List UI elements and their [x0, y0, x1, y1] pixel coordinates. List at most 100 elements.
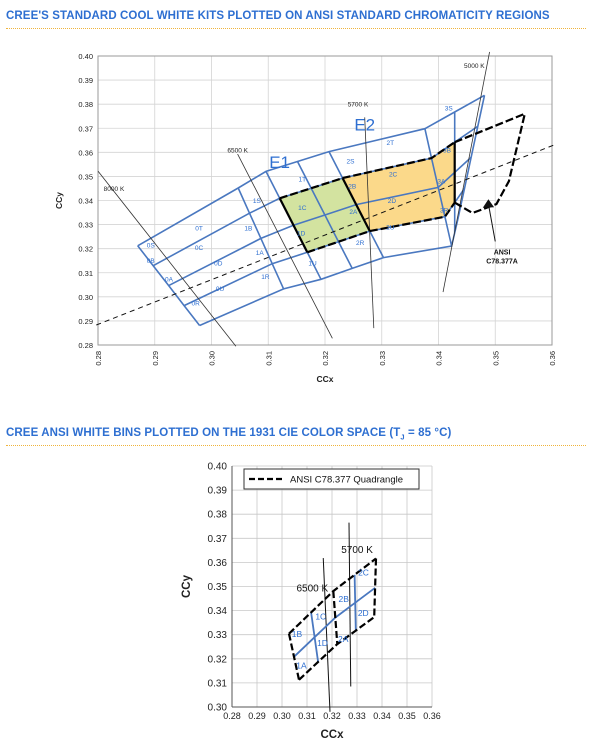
chart1-bin-label: 1U	[308, 261, 317, 268]
chart2-cct-label: 6500 K	[297, 583, 329, 594]
chart2-ytick-label: 0.31	[208, 678, 228, 689]
chart1-xtick-label: 0.28	[94, 351, 103, 366]
chart1-bin-label: 2D	[388, 198, 397, 205]
chart1-xtick-label: 0.35	[491, 351, 500, 366]
chart2-bin-label: 1B	[292, 629, 303, 639]
chart1-annotation-arrow-head	[482, 199, 495, 208]
chart1-bin-label: 1S	[253, 198, 262, 205]
chart1-cct-line	[364, 117, 375, 329]
chart1-bin-label: 1R	[261, 274, 270, 281]
chart1-annotation-label: C78.377A	[486, 259, 518, 266]
chart1-bin-label: 0D	[214, 261, 223, 268]
chart2-cct-label: 5700 K	[341, 545, 373, 556]
chart2-quadrangle-left	[287, 633, 301, 681]
chart1-bin-label: 2T	[386, 140, 394, 147]
chart1-ytick-label: 0.30	[78, 293, 93, 302]
chart1-ytick-label: 0.29	[78, 317, 93, 326]
chart1-bin-label: 2B	[348, 184, 356, 191]
chart1-cct-label: 8000 K	[104, 186, 125, 193]
chart2-xtick-label: 0.35	[398, 711, 416, 721]
chart2-xtick-label: 0.30	[273, 711, 291, 721]
chart1-ytick-label: 0.36	[78, 148, 93, 157]
chart2-xtick-label: 0.28	[223, 711, 241, 721]
chart2-ytick-label: 0.39	[208, 486, 228, 497]
chart1-bin-column-line	[424, 128, 453, 247]
chart1-cct-line	[237, 153, 333, 339]
chart1-bin-label: 2S	[347, 158, 356, 165]
chart1-ytick-label: 0.39	[78, 76, 93, 85]
chart1-ytick-label: 0.31	[78, 269, 93, 278]
chart1-bin-label: 0C	[195, 245, 204, 252]
chart1-cct-label: 5700 K	[348, 102, 369, 109]
chart1-bin-label: 1T	[299, 176, 307, 183]
chart2-title: CREE ANSI WHITE BINS PLOTTED ON THE 1931…	[6, 427, 451, 441]
chart2-ytick-label: 0.30	[208, 703, 228, 714]
chart2-xtick-label: 0.34	[373, 711, 391, 721]
chart1-bin-label: 0S	[147, 243, 156, 250]
chart1-bin-label: 3S	[445, 105, 454, 112]
chart1-ytick-label: 0.34	[78, 197, 93, 206]
chart1-bin-column-line	[296, 161, 353, 269]
chart1-bin-row-line	[137, 94, 485, 247]
chart2-bin-label: 1A	[296, 661, 307, 671]
chart2-xlabel: CCx	[320, 729, 344, 741]
chart2-xtick-label: 0.36	[423, 711, 441, 721]
chart1-ansi-quadrangle-bottom	[306, 201, 456, 254]
chart2-ytick-label: 0.33	[208, 630, 228, 641]
chart1-ytick-label: 0.33	[78, 221, 93, 230]
chart1-bin-label: 0R	[191, 300, 200, 307]
chart1-bin-label: 2A	[349, 209, 358, 216]
chart1-bin-label: 0U	[216, 286, 225, 293]
chart1-bin-label: 0T	[195, 226, 203, 233]
chart2-xtick-label: 0.29	[248, 711, 266, 721]
chart1-annotation-label: ANSI	[494, 250, 511, 257]
chart1-bin-label: 2C	[389, 172, 398, 179]
chart2-bin-label: 2C	[358, 568, 369, 578]
chart1-cct-label: 5000 K	[464, 63, 485, 70]
chart1-ansi-quadrangle-left	[278, 197, 309, 253]
chart1-ytick-label: 0.35	[78, 172, 93, 181]
chart1-ytick-label: 0.40	[78, 52, 93, 61]
chart2-ytick-label: 0.38	[208, 510, 228, 521]
chart2-bin-label: 1C	[315, 611, 326, 621]
chart1-bin-label: 2U	[386, 224, 395, 231]
chart1-title: CREE'S STANDARD COOL WHITE KITS PLOTTED …	[6, 10, 550, 22]
chart1-xtick-label: 0.31	[264, 351, 273, 366]
chart2-ytick-label: 0.34	[208, 606, 228, 617]
chart1-bin-label: 0B	[147, 258, 155, 265]
chart2-bin-label: 2A	[338, 634, 349, 644]
chart1-bin-label: 1C	[298, 205, 307, 212]
chart2-ytick-label: 0.35	[208, 582, 228, 593]
chart1-bin-label: 2R	[356, 240, 365, 247]
chart2-ytick-label: 0.40	[208, 462, 228, 473]
chart1-bin-label: 3A	[437, 179, 446, 186]
chart1-bin-label: 1B	[244, 226, 252, 233]
chart1-bin-label: 3R	[440, 208, 449, 215]
chart1-region-label: E2	[354, 116, 375, 135]
chart1-cct-line	[97, 170, 237, 347]
chart1-xtick-label: 0.29	[151, 351, 160, 366]
chart2-xtick-label: 0.31	[298, 711, 316, 721]
chart1-xtick-label: 0.34	[435, 351, 444, 366]
chart1-ansi-quadrangle-mid	[341, 177, 371, 232]
chart2-bin-mid-line	[293, 587, 376, 658]
chart2-legend-label: ANSI C78.377 Quadrangle	[290, 475, 403, 486]
chart1-bin-row-line	[168, 156, 472, 287]
chart1-xtick-label: 0.33	[378, 351, 387, 366]
chart1-ytick-label: 0.28	[78, 341, 93, 350]
chart2-bin-label: 2D	[358, 608, 369, 618]
chart2-quadrangle-mid	[332, 591, 339, 645]
chart1-e2-region-fill	[342, 142, 455, 232]
chart1-xtick-label: 0.36	[548, 351, 557, 366]
chart2-ytick-label: 0.36	[208, 558, 228, 569]
chart2-bin-label: 2B	[339, 594, 350, 604]
chart2-legend-box	[243, 468, 420, 490]
chart1-ytick-label: 0.38	[78, 100, 93, 109]
chart2-xtick-label: 0.32	[323, 711, 341, 721]
chart1-region-label: E1	[269, 153, 290, 172]
chart2-title-tail: = 85 °C)	[404, 427, 452, 439]
chart1-ytick-label: 0.37	[78, 124, 93, 133]
chart2-ytick-label: 0.32	[208, 654, 228, 665]
chart1-ansi-c78377a-outline	[454, 113, 526, 215]
